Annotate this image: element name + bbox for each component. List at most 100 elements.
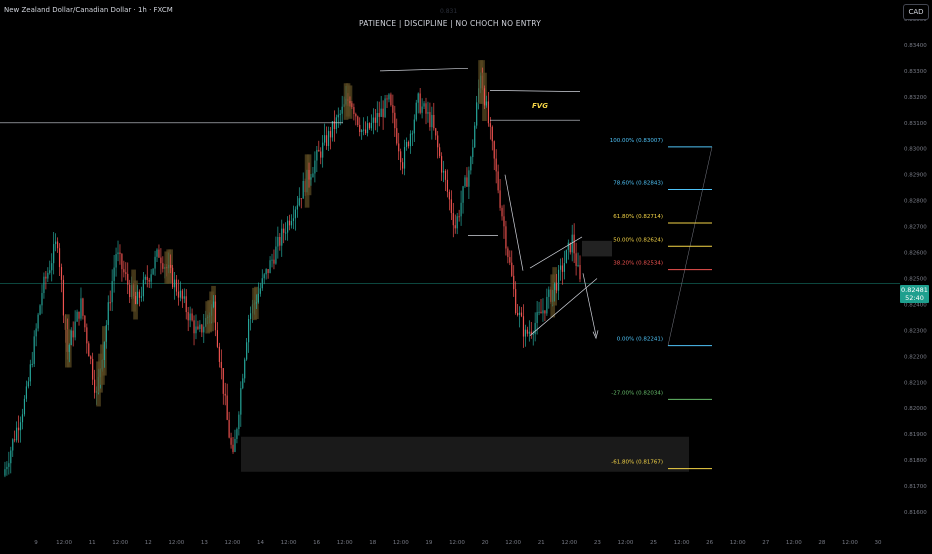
fib-level-label: 61.80% (0.82714) (613, 214, 663, 220)
x-axis-tick: 12:00 (730, 540, 746, 546)
candle-body (240, 388, 242, 415)
candle-body (534, 322, 536, 334)
fib-level-label: 100.00% (0.83007) (610, 138, 663, 144)
candle-body (148, 279, 150, 282)
candle-body (224, 393, 226, 396)
candle-body (444, 170, 447, 180)
candle-body (579, 265, 581, 280)
candle-body (230, 437, 232, 445)
candle-body (546, 296, 548, 314)
candle-body (287, 220, 289, 233)
candle-body (144, 276, 146, 280)
currency-badge[interactable]: CAD (903, 4, 929, 20)
x-axis-tick: 12:00 (449, 540, 465, 546)
candle-body (528, 331, 530, 334)
y-axis-tick: 0.83300 (904, 69, 927, 75)
candle-body (257, 293, 259, 303)
candle-body (14, 439, 16, 441)
candle-body (173, 279, 176, 288)
candle-body (8, 463, 10, 467)
candle-body (199, 324, 201, 329)
candle-body (441, 156, 443, 173)
candle-body (515, 289, 517, 313)
candle-body (413, 119, 415, 134)
candle-body (540, 311, 542, 314)
x-axis-tick: 30 (875, 540, 882, 546)
candle-body (74, 321, 76, 338)
candle-body (82, 298, 84, 316)
candle-body (341, 106, 343, 114)
candle-body (179, 290, 181, 298)
candle-body (359, 124, 361, 133)
symbol-title: New Zealand Dollar/Canadian Dollar · 1h … (4, 6, 173, 14)
fib-level-label: 38.20% (0.82534) (613, 261, 663, 267)
candle-body (55, 241, 57, 245)
level-line (379, 67, 469, 72)
candle-body (37, 314, 39, 329)
candle-body (331, 121, 334, 138)
candle-body (288, 220, 291, 226)
candle-body (499, 190, 501, 208)
candle-body (134, 296, 137, 304)
candle-body (138, 291, 141, 298)
y-axis-tick: 0.82100 (904, 380, 927, 386)
candle-body (429, 112, 431, 128)
candle-body (542, 310, 544, 314)
candle-body (464, 177, 466, 187)
candle-body (226, 395, 228, 420)
candle-body (162, 263, 164, 269)
candle-body (310, 177, 312, 180)
candle-body (160, 257, 162, 264)
x-axis-tick: 12:00 (168, 540, 184, 546)
candle-body (119, 252, 121, 255)
candle-body (316, 149, 318, 161)
candle-body (396, 128, 398, 144)
candle-body (152, 268, 154, 275)
candle-body (86, 327, 88, 344)
candle-body (41, 293, 43, 306)
candle-body (474, 125, 476, 148)
candle-body (559, 265, 562, 270)
x-axis-tick: 26 (706, 540, 713, 546)
x-axis-tick: 12:00 (561, 540, 577, 546)
candle-body (489, 123, 491, 127)
candle-body (49, 270, 51, 273)
candle-body (364, 129, 367, 134)
candle-body (462, 186, 464, 203)
candle-body (146, 276, 148, 280)
candle-body (378, 113, 380, 117)
candle-body (197, 326, 199, 329)
candle-body (470, 157, 472, 171)
candle-body (322, 142, 324, 158)
candle-body (172, 267, 174, 288)
ghost-text: 0.831 (440, 8, 458, 15)
candle-body (392, 105, 394, 113)
candle-body (189, 313, 191, 321)
candle-body (177, 291, 180, 298)
x-axis-tick: 12:00 (225, 540, 241, 546)
candle-body (265, 269, 267, 275)
candle-body (90, 356, 92, 359)
candle-body (76, 311, 78, 322)
supply-zone (582, 240, 612, 257)
candle-body (522, 316, 525, 337)
candle-body (246, 342, 248, 360)
projection-arrow (582, 273, 597, 336)
candle-body (181, 290, 183, 299)
y-axis-tick: 0.82000 (904, 406, 927, 412)
candle-body (72, 330, 74, 338)
x-axis-tick: 14 (257, 540, 264, 546)
candle-body (548, 289, 550, 297)
candle-body (450, 199, 452, 214)
candle-body (68, 345, 70, 352)
y-axis-tick: 0.82700 (904, 225, 927, 231)
y-axis-tick: 0.81800 (904, 458, 927, 464)
candle-body (117, 252, 119, 255)
candle-body (187, 312, 189, 321)
candle-body (129, 284, 131, 297)
candle-body (45, 276, 47, 279)
candle-body (62, 279, 65, 316)
candle-body (468, 170, 470, 187)
